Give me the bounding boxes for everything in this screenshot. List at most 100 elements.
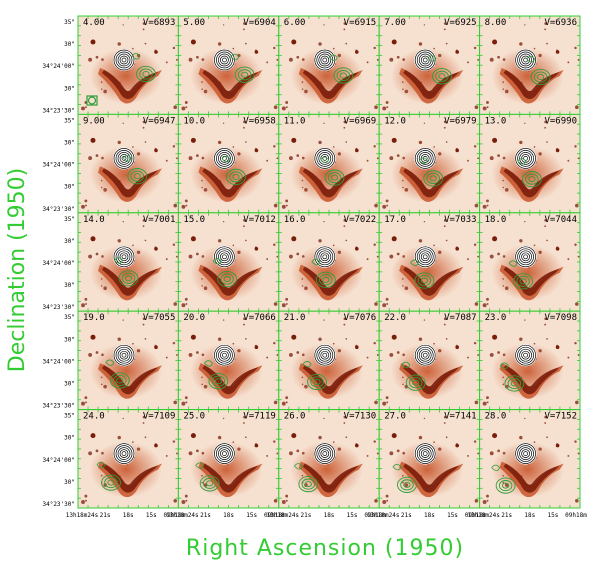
star-mark [217, 42, 222, 46]
x-axis-label: Right Ascension (1950) [185, 536, 465, 561]
star-mark [196, 154, 199, 158]
continuum-contour [113, 443, 135, 464]
continuum-contour [523, 254, 528, 260]
star-mark [567, 61, 570, 64]
continuum-contour [316, 150, 334, 167]
hi-contour [339, 72, 347, 79]
channel-label: 5.00 [183, 18, 205, 28]
star-mark [273, 302, 278, 306]
continuum-contour [316, 346, 334, 364]
continuum-contour [318, 250, 332, 264]
galaxy-core [302, 463, 359, 493]
companion-source [291, 334, 297, 340]
galaxy-glow [290, 146, 363, 203]
hi-contour [311, 258, 321, 266]
star-mark [95, 154, 99, 158]
channel-label: 22.0 [384, 313, 406, 323]
star-mark [343, 22, 347, 25]
companion-source [355, 345, 359, 349]
star-mark [474, 498, 479, 503]
channel-label: 7.00 [384, 18, 406, 28]
star-mark [85, 401, 87, 404]
x-tick-label: 18s [123, 512, 134, 519]
star-mark [188, 254, 193, 259]
companion-source [254, 148, 259, 153]
star-mark [389, 156, 394, 161]
star-mark [343, 126, 346, 129]
companion-source [391, 236, 397, 242]
star-mark [273, 145, 276, 148]
hi-contour [195, 462, 205, 469]
velocity-label: V=6915 [344, 18, 377, 28]
hi-contour [397, 476, 417, 493]
hi-contour [495, 477, 516, 494]
star-mark [172, 440, 176, 443]
channel-label: 4.00 [83, 18, 105, 28]
hi-contour [502, 482, 510, 489]
hi-contour [408, 377, 423, 389]
continuum-contour [119, 154, 129, 163]
hi-contour [104, 477, 118, 489]
star-mark [185, 401, 188, 404]
star-mark [423, 417, 426, 420]
y-tick-label: 34°23'30" [42, 501, 75, 508]
hi-contour [315, 271, 336, 288]
x-tick-label: 21s [300, 512, 311, 519]
star-mark [81, 401, 85, 406]
star-mark [418, 435, 423, 440]
hi-contour [212, 258, 222, 265]
star-mark [217, 140, 222, 145]
continuum-contour [318, 53, 332, 67]
companion-source [154, 345, 158, 349]
star-mark [385, 101, 389, 104]
star-mark [574, 243, 577, 246]
star-mark [574, 440, 577, 443]
hi-contour [116, 377, 124, 384]
star-mark [243, 323, 245, 326]
companion-source [391, 334, 397, 340]
continuum-contour [121, 57, 127, 63]
continuum-contour [519, 447, 532, 460]
star-mark [243, 317, 246, 321]
galaxy-glow [391, 441, 464, 498]
hi-contour [101, 474, 121, 491]
continuum-contour [318, 152, 332, 165]
channel-panel: 11.0 V=6969 [278, 113, 380, 214]
star-mark [85, 303, 87, 305]
companion-source [555, 443, 560, 448]
star-mark [281, 401, 286, 406]
galaxy-glow [491, 48, 564, 104]
star-mark [574, 341, 577, 345]
continuum-contour [517, 248, 534, 266]
star-mark [389, 57, 394, 62]
continuum-contour [314, 246, 336, 268]
continuum-contour [121, 451, 127, 456]
star-mark [486, 494, 489, 498]
star-mark [243, 225, 245, 228]
y-tick-label: 34°23'30" [42, 107, 75, 114]
star-mark [546, 141, 548, 143]
star-mark [184, 494, 188, 498]
continuum-contour [517, 51, 534, 69]
hi-contour [530, 68, 551, 86]
channel-label: 25.0 [183, 412, 205, 422]
continuum-contour [218, 348, 231, 362]
continuum-contour [214, 344, 235, 366]
continuum-contour [519, 152, 532, 165]
star-mark [473, 145, 477, 148]
star-mark [473, 243, 477, 246]
hi-contour [405, 374, 426, 391]
velocity-label: V=6936 [544, 18, 577, 28]
star-mark [445, 337, 448, 340]
star-mark [345, 337, 348, 340]
star-mark [575, 203, 579, 208]
star-mark [81, 303, 85, 308]
continuum-contour [115, 346, 133, 364]
y-tick-label: 34°23'30" [42, 304, 75, 311]
continuum-contour [320, 252, 330, 262]
star-mark [243, 422, 245, 424]
star-mark [245, 337, 247, 340]
continuum-contour [414, 148, 436, 169]
star-mark [296, 55, 300, 59]
